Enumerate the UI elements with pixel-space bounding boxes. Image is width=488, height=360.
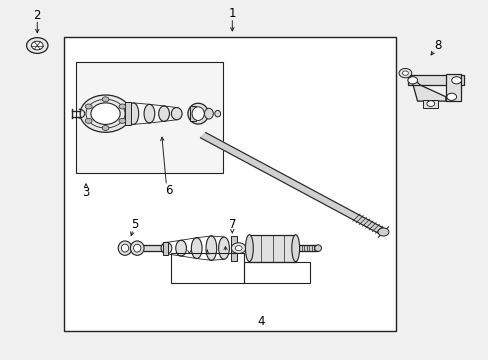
Text: 5: 5 <box>131 218 138 231</box>
Bar <box>76 62 222 173</box>
Circle shape <box>31 41 43 50</box>
Polygon shape <box>409 75 445 101</box>
Ellipse shape <box>158 106 169 121</box>
Circle shape <box>446 93 456 100</box>
Ellipse shape <box>314 245 321 251</box>
Polygon shape <box>200 132 385 235</box>
Ellipse shape <box>291 235 299 262</box>
Bar <box>162 242 168 255</box>
Circle shape <box>402 71 407 75</box>
Circle shape <box>26 38 48 53</box>
Ellipse shape <box>121 244 128 252</box>
Text: 1: 1 <box>228 7 236 20</box>
Ellipse shape <box>192 107 204 121</box>
Text: 3: 3 <box>82 186 89 199</box>
Bar <box>423 100 437 108</box>
Bar <box>244 262 310 283</box>
Circle shape <box>407 77 417 84</box>
Bar <box>249 235 295 262</box>
Text: 8: 8 <box>433 39 441 52</box>
Circle shape <box>102 126 109 131</box>
Circle shape <box>235 246 242 251</box>
Ellipse shape <box>161 242 171 254</box>
Text: 4: 4 <box>257 315 265 328</box>
Ellipse shape <box>245 235 253 262</box>
Ellipse shape <box>118 241 132 255</box>
Ellipse shape <box>175 240 186 256</box>
Bar <box>445 74 460 101</box>
Bar <box>171 253 243 283</box>
Ellipse shape <box>204 108 213 119</box>
Text: 2: 2 <box>34 9 41 22</box>
Bar <box>407 75 463 85</box>
Bar <box>190 107 196 121</box>
Circle shape <box>119 104 125 109</box>
Ellipse shape <box>130 241 144 255</box>
Text: 6: 6 <box>165 184 172 197</box>
Ellipse shape <box>205 236 216 260</box>
Circle shape <box>231 243 245 253</box>
Circle shape <box>426 101 434 107</box>
Text: 7: 7 <box>228 218 236 231</box>
Circle shape <box>80 95 131 132</box>
Circle shape <box>451 77 461 84</box>
Bar <box>64 37 395 330</box>
Bar <box>124 102 131 125</box>
Ellipse shape <box>128 103 139 125</box>
Circle shape <box>85 104 92 109</box>
Ellipse shape <box>187 103 208 124</box>
Circle shape <box>85 118 92 123</box>
Ellipse shape <box>133 244 141 252</box>
Circle shape <box>119 118 125 123</box>
Ellipse shape <box>191 238 202 258</box>
Circle shape <box>102 97 109 102</box>
Ellipse shape <box>218 237 229 259</box>
Ellipse shape <box>214 111 220 117</box>
Circle shape <box>398 68 411 78</box>
Ellipse shape <box>144 104 155 123</box>
Ellipse shape <box>171 108 182 120</box>
Ellipse shape <box>377 228 388 236</box>
Bar <box>230 235 236 261</box>
Circle shape <box>91 103 120 125</box>
